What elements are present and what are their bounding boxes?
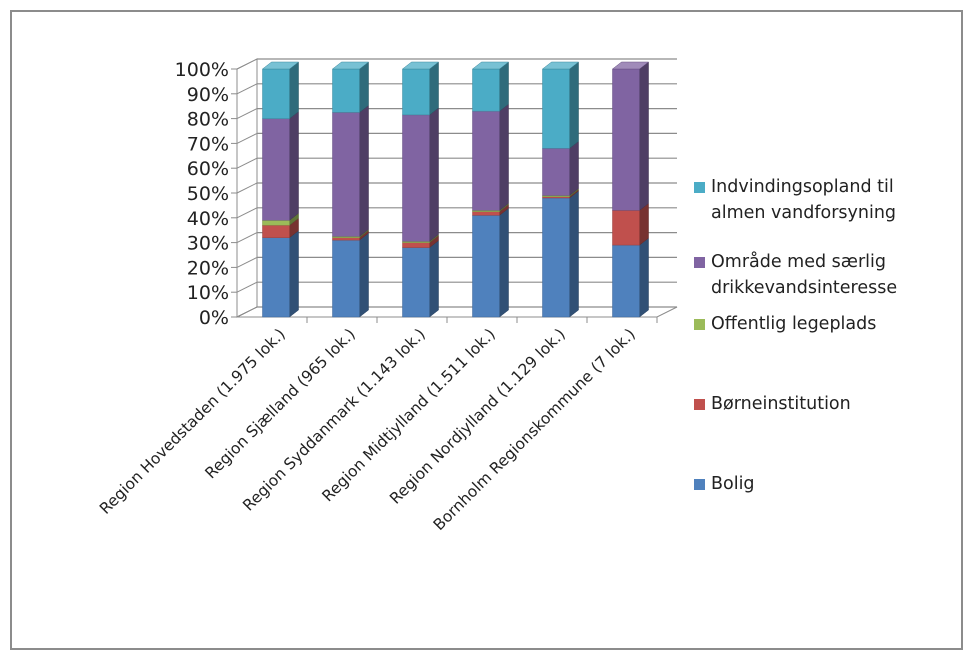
bar-segment: [473, 215, 500, 317]
legend-swatch: [694, 479, 705, 490]
y-tick-label: 100%: [175, 59, 229, 81]
bar-segment: [613, 245, 640, 317]
legend-label: Område med særlig: [711, 251, 886, 272]
gridline-side: [237, 158, 257, 168]
bar-segment: [473, 111, 500, 210]
y-tick-label: 10%: [187, 282, 229, 304]
y-tick-label: 70%: [187, 133, 229, 155]
bar-side: [360, 105, 369, 236]
gridline-side: [237, 208, 257, 218]
bar-side: [290, 62, 299, 119]
y-tick-label: 90%: [187, 84, 229, 106]
bar-side: [430, 62, 439, 115]
bar-segment: [403, 69, 430, 115]
legend-swatch: [694, 399, 705, 410]
gridline-side: [237, 109, 257, 119]
gridline-side: [237, 282, 257, 292]
bar-segment: [333, 112, 360, 236]
y-tick-label: 0%: [199, 307, 229, 329]
bar-segment: [543, 198, 570, 317]
y-tick-label: 60%: [187, 158, 229, 180]
bar-side: [640, 238, 649, 317]
bar-segment: [263, 225, 290, 237]
legend-swatch: [694, 319, 705, 330]
bar-segment: [613, 69, 640, 210]
bar-side: [360, 233, 369, 317]
floor: [237, 307, 677, 317]
gridline-side: [237, 133, 257, 143]
bar-segment: [613, 210, 640, 245]
legend-label: Indvindingsopland til: [711, 177, 894, 197]
legend-label: Offentlig legeplads: [711, 314, 876, 334]
bar-side: [500, 62, 509, 111]
bar-side: [430, 241, 439, 317]
bar-side: [360, 62, 369, 112]
bar-segment: [543, 69, 570, 148]
legend-label: Bolig: [711, 474, 755, 494]
legend-swatch: [694, 257, 705, 268]
stacked-bar-chart: 0% 10% 20%30% 40% 50% 60% 70%80% 90% 100% Region …: [12, 12, 965, 652]
bar-segment: [473, 212, 500, 216]
gridline-side: [237, 257, 257, 267]
bar-segment: [263, 220, 290, 225]
bar-segment: [333, 240, 360, 317]
bar-side: [640, 62, 649, 210]
bar-side: [500, 104, 509, 210]
bar-segment: [263, 238, 290, 317]
bar-segment: [333, 238, 360, 240]
bar-segment: [473, 69, 500, 111]
bar-segment: [263, 119, 290, 221]
legend-label: almen vandforsyning: [711, 203, 896, 223]
legend-swatch: [694, 182, 705, 193]
bar-side: [290, 231, 299, 317]
gridline-side: [237, 307, 257, 317]
bar-segment: [333, 69, 360, 112]
y-tick-label: 50%: [187, 183, 229, 205]
gridline-side: [237, 183, 257, 193]
y-tick-label: 80%: [187, 109, 229, 131]
y-tick-label: 20%: [187, 257, 229, 279]
bar-segment: [543, 148, 570, 195]
bar-side: [290, 112, 299, 221]
bar-side: [570, 141, 579, 195]
y-tick-label: 40%: [187, 208, 229, 230]
bar-side: [570, 62, 579, 148]
bar-side: [430, 108, 439, 241]
gridline-side: [237, 233, 257, 243]
y-tick-label: 30%: [187, 233, 229, 255]
gridline-side: [237, 84, 257, 94]
bar-segment: [263, 69, 290, 119]
legend-label: drikkevandsinteresse: [711, 278, 897, 298]
bar-segment: [403, 115, 430, 241]
gridline-side: [237, 59, 257, 69]
bar-segment: [403, 248, 430, 317]
bar-segment: [403, 243, 430, 248]
legend-label: Børneinstitution: [711, 394, 851, 414]
chart-frame: 0% 10% 20% 30% 40% 50% 60% 70% 80% 90% 100% Region …: [10, 10, 963, 650]
x-tick-label: Region Sjælland (965 lok.): [202, 325, 359, 482]
bar-side: [570, 191, 579, 317]
bar-side: [500, 208, 509, 317]
